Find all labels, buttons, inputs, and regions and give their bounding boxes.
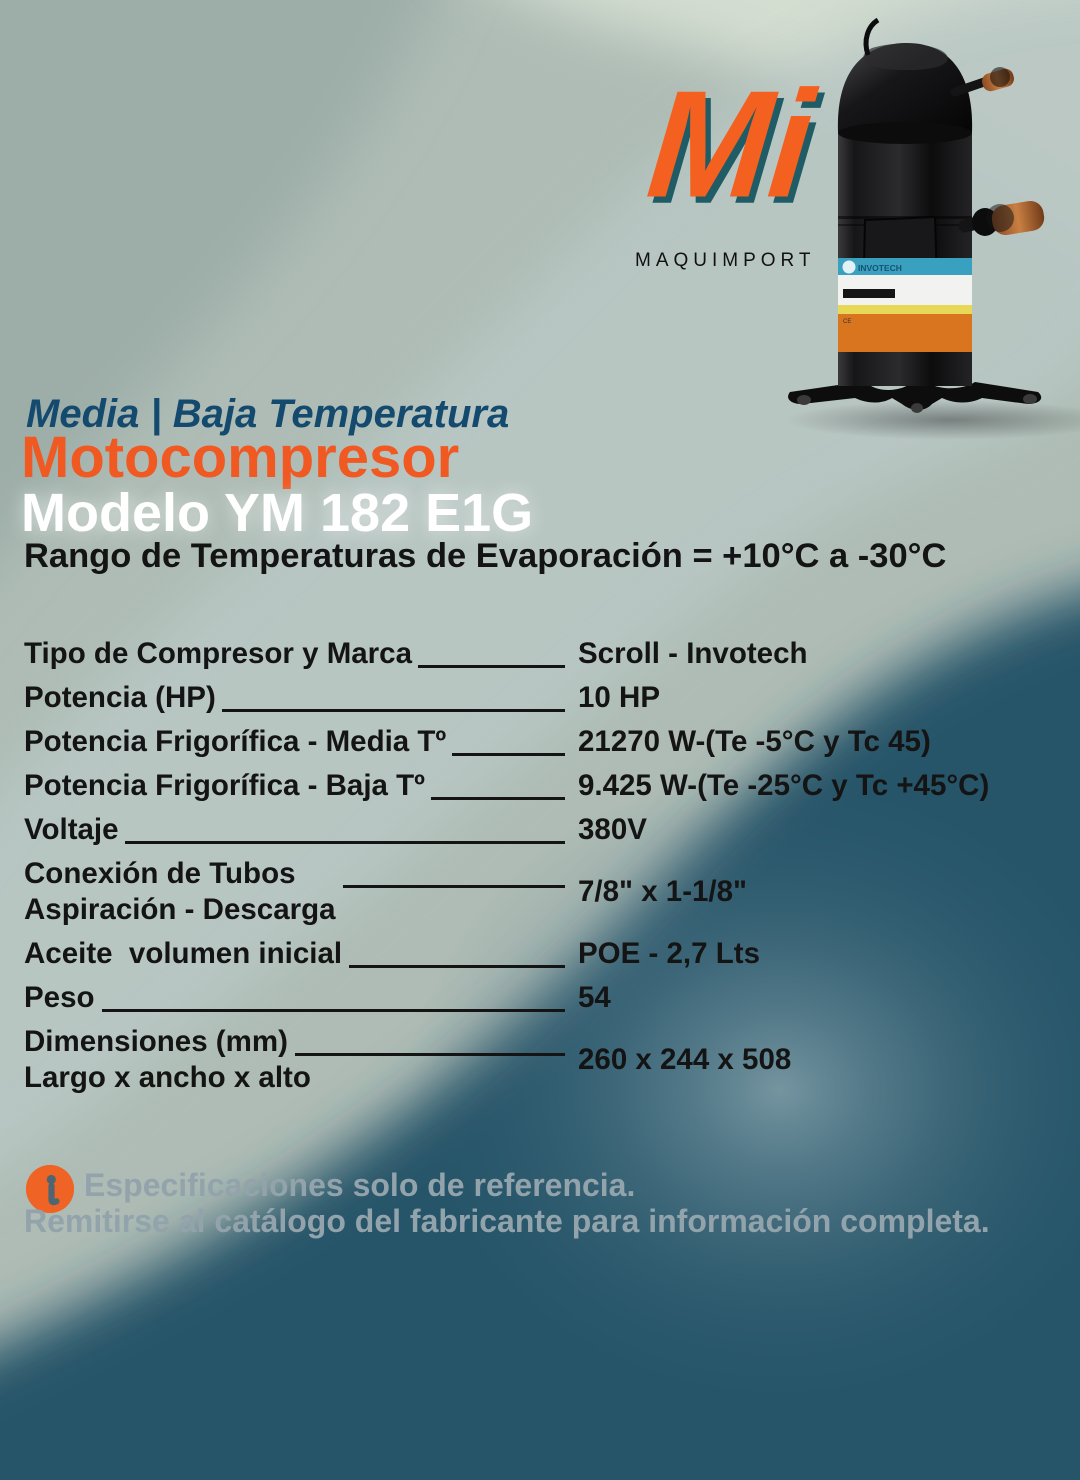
svg-text:CE: CE: [843, 319, 851, 325]
svg-text:INVOTECH: INVOTECH: [858, 263, 902, 273]
